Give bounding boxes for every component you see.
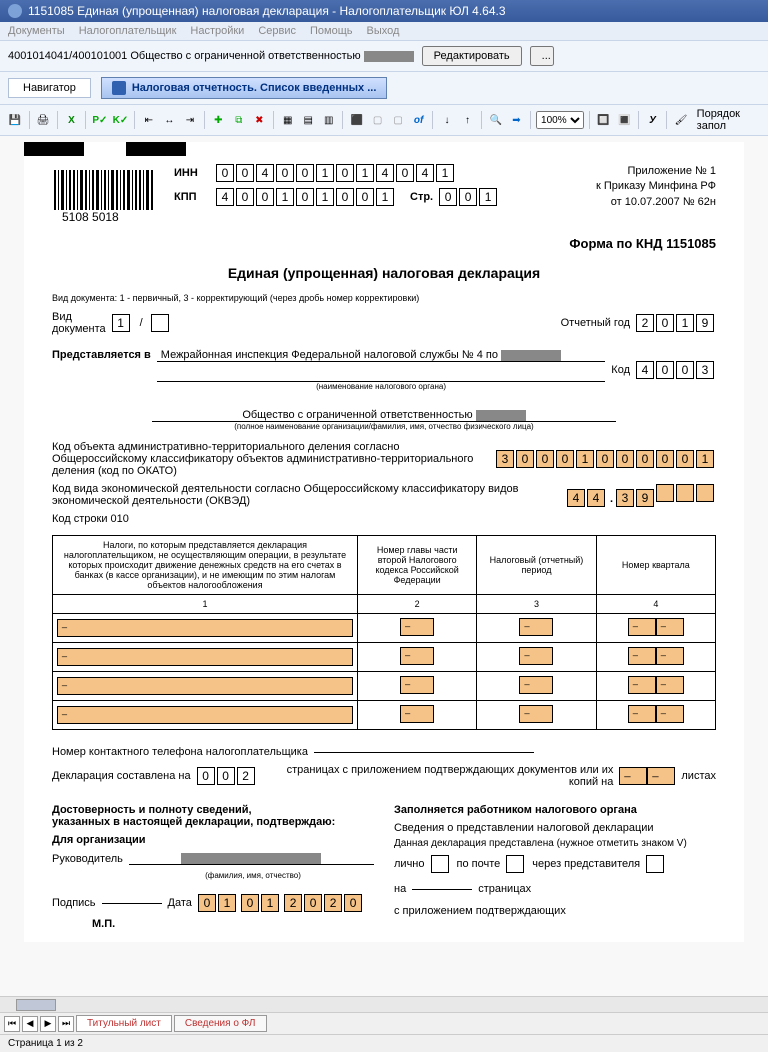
code-label: Код <box>611 364 630 376</box>
menu-settings[interactable]: Настройки <box>190 25 244 37</box>
goto-icon[interactable]: ➡ <box>508 110 526 130</box>
org-name: Общество с ограниченной ответственностью <box>152 409 617 422</box>
page-value: 001 <box>439 188 499 206</box>
kpp-label: КПП <box>174 191 210 203</box>
marker-tl <box>24 142 84 156</box>
menu-exit[interactable]: Выход <box>367 25 400 37</box>
tax-form-page: 5108 5018 ИНН 004001014041 КПП 400101001… <box>24 142 744 942</box>
find-icon[interactable]: 🔍 <box>487 110 505 130</box>
official-section: Заполняется работником налогового органа… <box>394 804 716 930</box>
nav-row: Навигатор Налоговая отчетность. Список в… <box>0 72 768 105</box>
report-button[interactable]: Налоговая отчетность. Список введенных .… <box>101 77 388 99</box>
down-icon[interactable]: ↓ <box>438 110 456 130</box>
menubar: Документы Налогоплательщик Настройки Сер… <box>0 22 768 41</box>
zoom-select[interactable]: 100% <box>536 111 584 129</box>
menu-taxpayer[interactable]: Налогоплательщик <box>79 25 177 37</box>
menu-help[interactable]: Помощь <box>310 25 353 37</box>
sign-date[interactable]: 01 01 2020 <box>198 894 364 912</box>
tax-table: Налоги, по которым представляется деклар… <box>52 535 716 730</box>
copy-icon[interactable]: ⧉ <box>230 110 248 130</box>
bold-icon[interactable]: У <box>644 110 662 130</box>
kpp-value: 400101001 <box>216 188 396 206</box>
doc-type-corr[interactable] <box>151 314 169 332</box>
doc-type-value[interactable]: 1 <box>112 314 130 332</box>
of-icon[interactable]: of <box>410 110 428 130</box>
org-text: 4001014041/400101001 Общество с ограниче… <box>8 50 414 62</box>
menu-documents[interactable]: Документы <box>8 25 65 37</box>
doc-type-note: Вид документа: 1 - первичный, 3 - коррек… <box>52 293 716 303</box>
brush-icon[interactable]: 🖌 <box>672 110 690 130</box>
toolbar: 💾 🖨 X P✓ K✓ ⇤ ↔ ⇥ ✚ ⧉ ✖ ▦ ▤ ▥ ⬛ ▢ ▢ of ↓… <box>0 105 768 136</box>
navigator-button[interactable]: Навигатор <box>8 78 91 98</box>
save-icon[interactable]: 💾 <box>6 110 24 130</box>
color1-icon[interactable]: 🔲 <box>595 110 613 130</box>
app-icon <box>8 4 22 18</box>
presented-text: Межрайонная инспекция Федеральной налого… <box>157 349 606 362</box>
doc-title: Единая (упрощенная) налоговая декларация <box>52 265 716 281</box>
more-button[interactable]: ... <box>530 46 554 66</box>
decl-pages-label2: страницах с приложением подтверждающих д… <box>263 764 614 788</box>
grid3-icon[interactable]: ▥ <box>320 110 338 130</box>
edit-button[interactable]: Редактировать <box>422 46 522 66</box>
sheet-tabs: ⏮ ◀ ▶ ⏭ Титульный лист Сведения о ФЛ <box>0 1012 768 1034</box>
barcode: 5108 5018 <box>52 170 162 222</box>
form-code: Форма по КНД 1151085 <box>52 236 716 251</box>
report-year-label: Отчетный год <box>561 317 630 329</box>
org-bar: 4001014041/400101001 Общество с ограниче… <box>0 41 768 72</box>
grid2-icon[interactable]: ▤ <box>299 110 317 130</box>
grey2-icon[interactable]: ▢ <box>389 110 407 130</box>
confirm-section: Достоверность и полноту сведений, указан… <box>52 804 374 930</box>
page-label: Стр. <box>410 191 433 203</box>
nav3-icon[interactable]: ⇥ <box>181 110 199 130</box>
svg-text:5108 5018: 5108 5018 <box>62 210 119 222</box>
marker-tl2 <box>126 142 186 156</box>
p-icon[interactable]: P✓ <box>91 110 109 130</box>
window-title: 1151085 Единая (упрощенная) налоговая де… <box>28 4 506 18</box>
menu-service[interactable]: Сервис <box>258 25 296 37</box>
nav2-icon[interactable]: ↔ <box>161 110 179 130</box>
code-value[interactable]: 4003 <box>636 361 716 379</box>
grid1-icon[interactable]: ▦ <box>279 110 297 130</box>
horizontal-scrollbar[interactable] <box>0 996 768 1012</box>
document-area: 5108 5018 ИНН 004001014041 КПП 400101001… <box>0 136 768 996</box>
page-status: Страница 1 из 2 <box>8 1038 83 1049</box>
order-label[interactable]: Порядок запол <box>697 108 762 132</box>
excel-icon[interactable]: X <box>63 110 81 130</box>
inn-label: ИНН <box>174 167 210 179</box>
m-icon[interactable]: ⬛ <box>348 110 366 130</box>
k-icon[interactable]: K✓ <box>112 110 130 130</box>
delete-icon[interactable]: ✖ <box>251 110 269 130</box>
add-icon[interactable]: ✚ <box>210 110 228 130</box>
print-icon[interactable]: 🖨 <box>34 110 52 130</box>
grey1-icon[interactable]: ▢ <box>369 110 387 130</box>
phone-label: Номер контактного телефона налогоплатель… <box>52 746 308 758</box>
okato-value[interactable]: 30001000001 <box>496 450 716 468</box>
color2-icon[interactable]: 🔳 <box>615 110 633 130</box>
okved-value[interactable]: 44.39 <box>567 484 716 507</box>
decl-pages-value[interactable]: 002 <box>197 767 257 785</box>
report-icon <box>112 81 126 95</box>
nav1-icon[interactable]: ⇤ <box>140 110 158 130</box>
okved-label: Код вида экономической деятельности согл… <box>52 483 561 507</box>
up-icon[interactable]: ↑ <box>459 110 477 130</box>
decl-pages-label3: листах <box>681 770 716 782</box>
decl-pages-label1: Декларация составлена на <box>52 770 191 782</box>
inn-value: 004001014041 <box>216 164 456 182</box>
report-year-value[interactable]: 2019 <box>636 314 716 332</box>
phone-input[interactable] <box>314 752 534 753</box>
line-code: Код строки 010 <box>52 513 716 525</box>
appendix-info: Приложение № 1 к Приказу Минфина РФ от 1… <box>596 164 716 210</box>
doc-type-label: Вид документа <box>52 311 106 335</box>
okato-label: Код объекта административно-территориаль… <box>52 441 490 477</box>
presented-label: Представляется в <box>52 349 151 361</box>
titlebar: 1151085 Единая (упрощенная) налоговая де… <box>0 0 768 22</box>
statusbar: Страница 1 из 2 <box>0 1034 768 1052</box>
